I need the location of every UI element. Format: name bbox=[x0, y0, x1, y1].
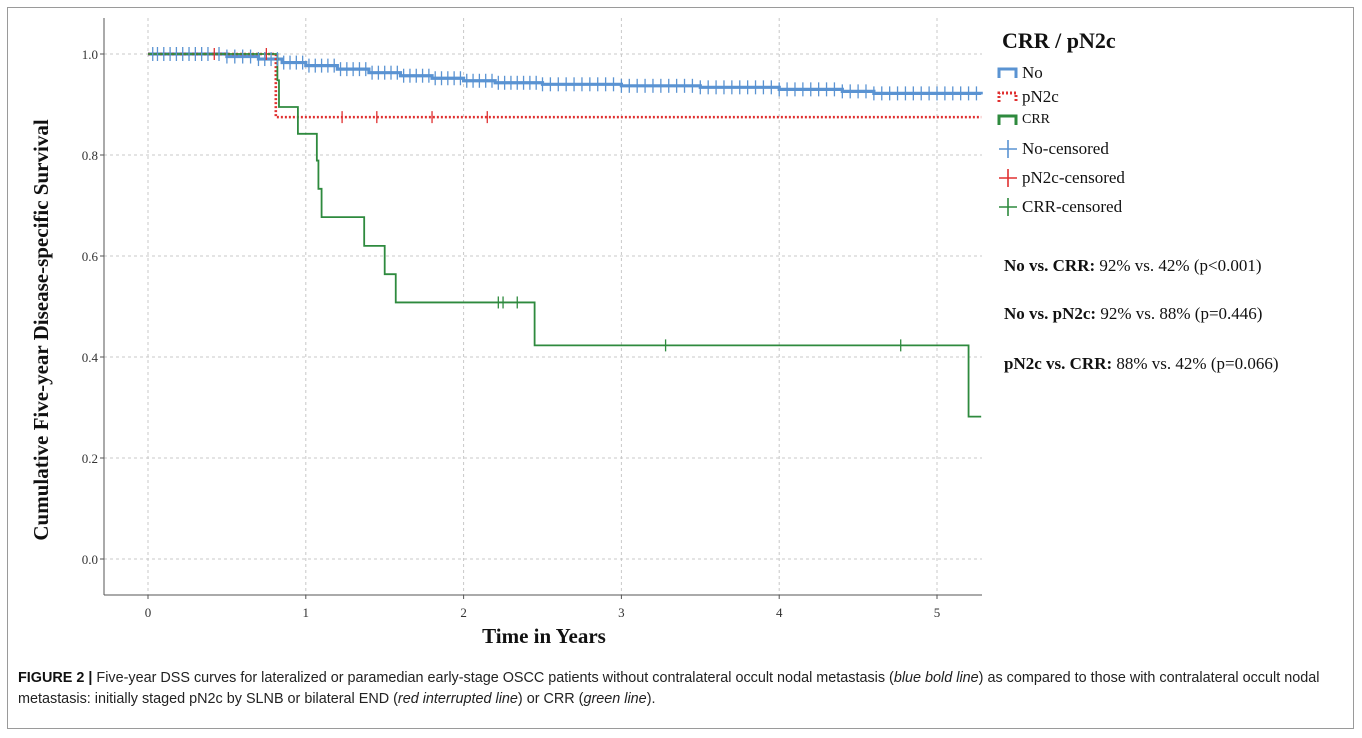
caption-text: Five-year DSS curves for lateralized or … bbox=[92, 670, 894, 686]
legend-item-pn2c: pN2c bbox=[996, 85, 1059, 109]
legend-label: pN2c bbox=[1022, 87, 1059, 106]
y-tick-label: 0.4 bbox=[82, 350, 99, 365]
figure-frame bbox=[7, 7, 1354, 729]
legend-label: pN2c-censored bbox=[1022, 168, 1125, 187]
x-axis-label: Time in Years bbox=[482, 624, 606, 648]
stat-label: No vs. pN2c: bbox=[1004, 304, 1097, 323]
figure-number: FIGURE 2 | bbox=[18, 670, 93, 686]
legend-label: CRR bbox=[1022, 112, 1051, 127]
stat-label: pN2c vs. CRR: bbox=[1004, 354, 1113, 373]
caption-text: ). bbox=[646, 691, 656, 707]
caption-text: ) or CRR ( bbox=[517, 691, 584, 707]
stat-no-vs-crr: No vs. CRR: 92% vs. 42% (p<0.001) bbox=[1004, 256, 1262, 276]
stat-value: 88% vs. 42% (p=0.066) bbox=[1112, 354, 1279, 373]
y-tick-label: 0.0 bbox=[82, 552, 98, 567]
caption-emphasis: green line bbox=[583, 691, 647, 707]
caption-text: ) as compared to those with contralatera… bbox=[18, 670, 1320, 707]
stat-no-vs-pn2c: No vs. pN2c: 92% vs. 88% (p=0.446) bbox=[1004, 304, 1262, 324]
legend-label: CRR-censored bbox=[1022, 197, 1123, 216]
legend-censor-no-swatch bbox=[999, 140, 1017, 158]
x-tick-label: 4 bbox=[776, 605, 783, 620]
legend-label: No bbox=[1022, 63, 1043, 82]
legend-step-crr-swatch bbox=[997, 114, 1018, 125]
legend-item-crr-censored: CRR-censored bbox=[996, 195, 1122, 219]
caption-emphasis: red interrupted line bbox=[397, 691, 518, 707]
axes: 0 1 2 3 4 5 0.0 0.2 0.4 0.6 0.8 1.0 bbox=[82, 18, 982, 620]
x-tick-label: 1 bbox=[303, 605, 310, 620]
y-tick-label: 0.6 bbox=[82, 249, 99, 264]
y-axis-label: Cumulative Five-year Disease-specific Su… bbox=[29, 119, 53, 540]
x-tick-label: 2 bbox=[460, 605, 467, 620]
x-tick-label: 3 bbox=[618, 605, 625, 620]
stat-value: 92% vs. 88% (p=0.446) bbox=[1096, 304, 1263, 323]
series-lines bbox=[148, 52, 983, 418]
legend-item-crr: CRR bbox=[996, 108, 1050, 132]
grid-lines bbox=[104, 18, 982, 595]
legend-step-pn2c-swatch bbox=[997, 91, 1018, 102]
legend-step-no-swatch bbox=[997, 67, 1018, 78]
y-tick-label: 0.8 bbox=[82, 148, 98, 163]
legend-censor-crr-swatch bbox=[999, 198, 1017, 216]
x-tick-label: 0 bbox=[145, 605, 152, 620]
series-line-crr bbox=[148, 53, 982, 418]
censor-marks bbox=[152, 47, 978, 352]
legend-label: No-censored bbox=[1022, 139, 1109, 158]
stat-value: 92% vs. 42% (p<0.001) bbox=[1095, 256, 1262, 275]
stat-label: No vs. CRR: bbox=[1004, 256, 1096, 275]
legend-item-pn2c-censored: pN2c-censored bbox=[996, 166, 1125, 190]
caption-emphasis: blue bold line bbox=[893, 670, 979, 686]
legend-censor-pn2c-swatch bbox=[999, 169, 1017, 187]
legend-title: CRR / pN2c bbox=[1002, 28, 1116, 53]
figure-caption: FIGURE 2 | Five-year DSS curves for late… bbox=[18, 668, 1338, 710]
legend-item-no-censored: No-censored bbox=[996, 137, 1109, 161]
legend-item-no: No bbox=[996, 61, 1043, 85]
x-tick-label: 5 bbox=[934, 605, 941, 620]
y-tick-label: 0.2 bbox=[82, 451, 98, 466]
y-tick-label: 1.0 bbox=[82, 47, 98, 62]
series-line-no bbox=[148, 52, 983, 95]
stat-pn2c-vs-crr: pN2c vs. CRR: 88% vs. 42% (p=0.066) bbox=[1004, 354, 1279, 374]
